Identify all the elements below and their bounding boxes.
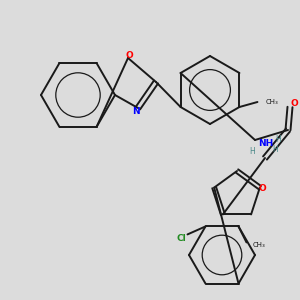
Text: O: O — [259, 184, 267, 193]
Text: O: O — [125, 50, 133, 59]
Text: Cl: Cl — [177, 234, 186, 243]
Text: H: H — [272, 146, 278, 154]
Text: CH₃: CH₃ — [253, 242, 265, 248]
Text: NH: NH — [258, 139, 273, 148]
Text: CH₃: CH₃ — [266, 99, 278, 105]
Text: H: H — [275, 136, 281, 145]
Text: O: O — [290, 100, 298, 109]
Text: N: N — [132, 107, 140, 116]
Text: H: H — [249, 148, 255, 157]
